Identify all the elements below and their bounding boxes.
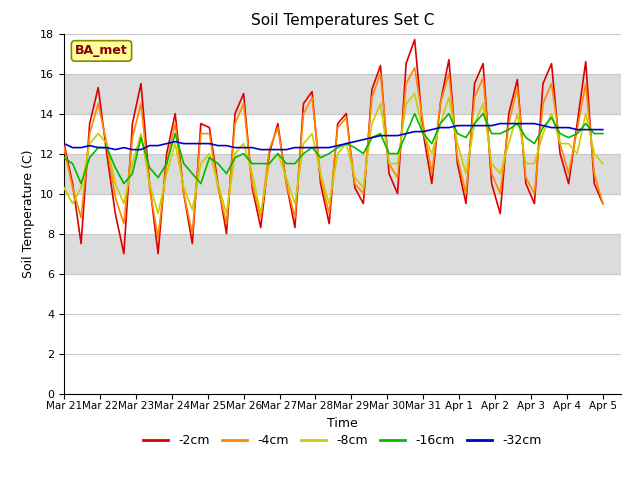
Bar xyxy=(64,154,621,193)
Bar xyxy=(64,73,621,114)
X-axis label: Time: Time xyxy=(327,417,358,430)
Title: Soil Temperatures Set C: Soil Temperatures Set C xyxy=(251,13,434,28)
Bar xyxy=(64,234,621,274)
Y-axis label: Soil Temperature (C): Soil Temperature (C) xyxy=(22,149,35,278)
Legend: -2cm, -4cm, -8cm, -16cm, -32cm: -2cm, -4cm, -8cm, -16cm, -32cm xyxy=(138,429,547,452)
Text: BA_met: BA_met xyxy=(75,44,128,58)
